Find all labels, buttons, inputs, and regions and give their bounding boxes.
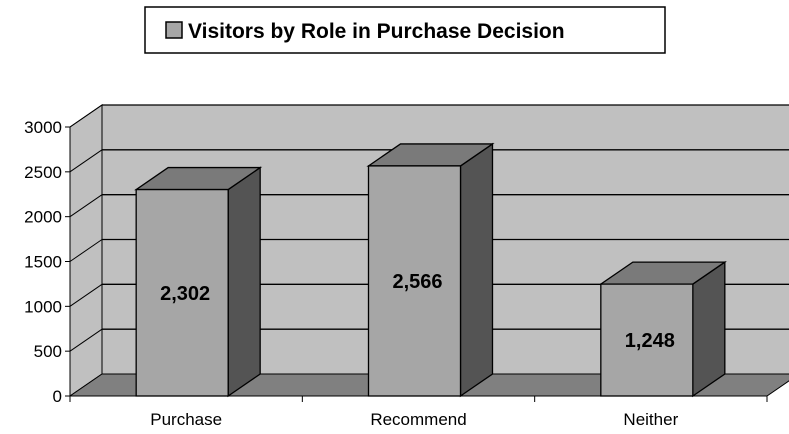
- data-label: 1,248: [625, 330, 675, 352]
- y-tick-label: 2000: [24, 208, 62, 227]
- data-label: 2,302: [160, 283, 210, 305]
- plot-area: 0 500 1000 1500 2000 2500 3000 2,302 Purchase 2,5…: [24, 104, 789, 429]
- gridline-side: [69, 239, 103, 262]
- y-tick-label: 500: [34, 342, 62, 361]
- legend-label: Visitors by Role in Purchase Decision: [188, 20, 565, 43]
- y-tick-label: 1000: [24, 297, 62, 316]
- legend-swatch: [165, 21, 183, 39]
- legend-box: [144, 6, 666, 54]
- legend: Visitors by Role in Purchase Decision: [144, 6, 666, 54]
- bar: [600, 283, 694, 397]
- gridline-side: [69, 194, 103, 218]
- gridline-side: [69, 283, 103, 307]
- y-tick-label: 0: [53, 387, 62, 406]
- y-tick-label: 3000: [24, 118, 62, 137]
- bar-side: [227, 166, 261, 398]
- bar-side: [692, 260, 726, 398]
- bar: [135, 188, 229, 397]
- bar: [367, 165, 462, 397]
- y-tick-label: 1500: [24, 253, 62, 272]
- data-label: 2,566: [392, 271, 442, 293]
- gridline-side: [69, 149, 103, 173]
- x-tick-label: Neither: [623, 410, 678, 429]
- bar-side: [459, 142, 494, 398]
- gridline-side: [69, 328, 103, 352]
- gridline-side: [69, 104, 103, 128]
- x-tick-label: Recommend: [370, 410, 466, 429]
- x-tick-label: Purchase: [150, 410, 222, 429]
- y-tick-label: 2500: [24, 163, 62, 182]
